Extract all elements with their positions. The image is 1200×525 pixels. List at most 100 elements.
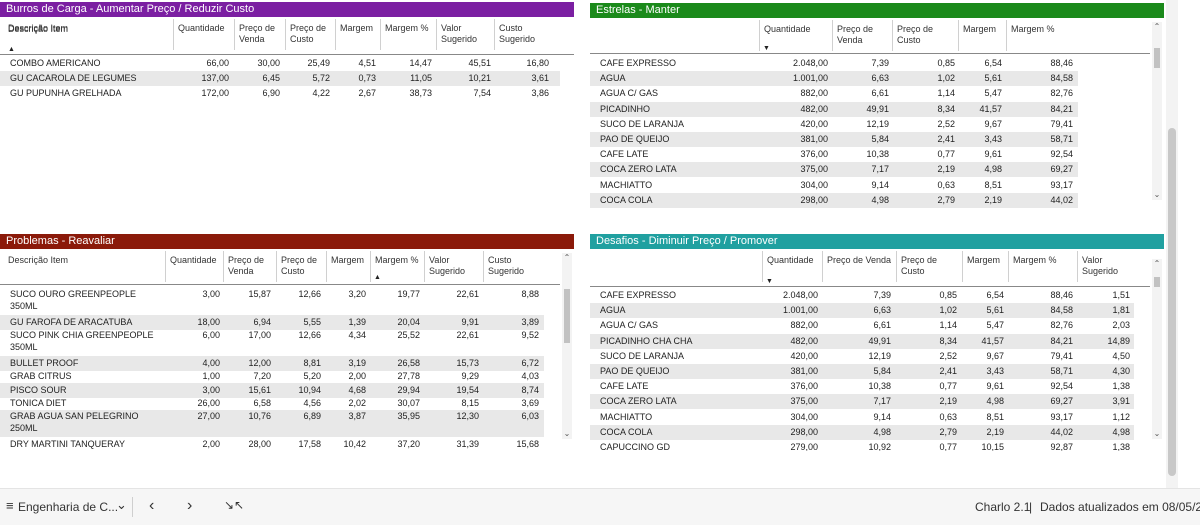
cell-quantidade: 482,00 [790, 335, 818, 346]
scroll-up-icon[interactable]: ⌃ [1153, 22, 1161, 31]
table-row[interactable]: GRAB AGUA SAN PELEGRINO 250ML 27,00 10,76 6… [0, 410, 544, 437]
cell-margem: 41,57 [979, 103, 1002, 114]
table-row[interactable]: BULLET PROOF 4,00 12,00 8,81 3,19 26,58 15,73 6… [0, 355, 544, 371]
table-row[interactable]: TONICA DIET 26,00 6,58 4,56 2,02 30,07 8,15 3,6… [0, 396, 544, 411]
cell-descricao: TONICA DIET [10, 398, 67, 409]
cell-margem: 41,57 [981, 335, 1004, 346]
scroll-down-icon[interactable]: ⌄ [1153, 429, 1161, 438]
cell-quantidade: 279,00 [790, 442, 818, 451]
header-col-valor-sugerido[interactable]: Valor Sugerido [436, 19, 492, 50]
header-col-preco-custo[interactable]: Preço de Custo [285, 19, 333, 50]
table-row[interactable]: PICADINHO CHA CHA 482,00 49,91 8,34 41,57 84,… [590, 333, 1134, 349]
header-col-margem-pct[interactable]: Margem % [370, 251, 424, 282]
sort-ascending-icon[interactable]: ▲ [374, 274, 381, 281]
next-page-icon[interactable]: › [187, 497, 193, 514]
header-col-valor-sugerido[interactable]: Valor Sugerido [424, 251, 480, 282]
header-col-quantidade[interactable]: Quantidade [165, 251, 223, 282]
table-row[interactable]: CAPUCCINO GD 279,00 10,92 0,77 10,15 92,87 1,3… [590, 440, 1134, 451]
chevron-down-icon[interactable]: ⌄ [116, 497, 127, 512]
scroll-down-icon[interactable]: ⌄ [1153, 190, 1161, 199]
header-col-margem[interactable]: Margem [958, 20, 1002, 51]
cell-valor-sugerido: 10,21 [468, 73, 491, 83]
header-col-descricao[interactable]: Descrição Item [8, 255, 69, 265]
header-col-quantidade[interactable]: Quantidade [173, 19, 233, 50]
vertical-scrollbar[interactable]: ⌃ ⌄ [1152, 22, 1162, 200]
cell-descricao: SUCO OURO GREENPEOPLE 350ML [10, 289, 137, 311]
header-col-descricao[interactable]: Descrição Item [8, 24, 69, 34]
table-row[interactable]: SUCO DE LARANJA 420,00 12,19 2,52 9,67 79,41 [590, 117, 1078, 132]
header-col-margem-pct[interactable]: Margem % [1008, 251, 1076, 282]
panel-desafios: Desafios - Diminuir Preço / Promover Des… [590, 234, 1164, 456]
table-row[interactable]: GRAB CITRUS 1,00 7,20 5,20 2,00 27,78 9,29 4,03 [0, 369, 544, 384]
header-col-preco-venda[interactable]: Preço de Venda [223, 251, 275, 282]
table-row[interactable]: AGUA 1.001,00 6,63 1,02 5,61 84,58 1,81 [590, 303, 1134, 319]
table-row[interactable]: GU CACAROLA DE LEGUMES 137,00 6,45 5,72 0,73… [0, 71, 560, 86]
sort-ascending-icon[interactable]: ▲ [8, 46, 15, 53]
header-col-custo-sugerido[interactable]: Custo Sugerido [494, 19, 550, 50]
cell-quantidade: 882,00 [790, 320, 818, 331]
table-row[interactable]: COCA COLA 298,00 4,98 2,79 2,19 44,02 [590, 192, 1078, 208]
scroll-up-icon[interactable]: ⌃ [1153, 259, 1161, 268]
sort-descending-icon[interactable]: ▼ [766, 278, 773, 285]
scroll-up-icon[interactable]: ⌃ [563, 253, 571, 262]
table-row[interactable]: AGUA C/ GAS 882,00 6,61 1,14 5,47 82,76 2,03 [590, 318, 1134, 333]
table-row[interactable]: SUCO DE LARANJA 420,00 12,19 2,52 9,67 79,41 4… [590, 349, 1134, 364]
table-row[interactable]: AGUA C/ GAS 882,00 6,61 1,14 5,47 82,76 [590, 86, 1078, 101]
table-row[interactable]: GU FAROFA DE ARACATUBA 18,00 6,94 5,55 1,39 2… [0, 315, 544, 330]
table-row[interactable]: COCA COLA 298,00 4,98 2,79 2,19 44,02 4,98 [590, 424, 1134, 440]
table-row[interactable]: AGUA 1.001,00 6,63 1,02 5,61 84,58 [590, 71, 1078, 87]
header-col-margem-pct[interactable]: Margem % [380, 19, 434, 50]
table-row[interactable]: PAO DE QUEIJO 381,00 5,84 2,41 3,43 58,71 4,30 [590, 364, 1134, 379]
scroll-thumb[interactable] [1154, 48, 1160, 68]
table-row[interactable]: PICADINHO 482,00 49,91 8,34 41,57 84,21 [590, 101, 1078, 117]
header-col-valor-sugerido[interactable]: Valor Sugerido [1077, 251, 1137, 282]
cell-margem-pct: 44,02 [1050, 426, 1073, 437]
previous-page-icon[interactable]: ‹ [149, 497, 155, 514]
table-row[interactable]: COCA ZERO LATA 375,00 7,17 2,19 4,98 69,27 [590, 162, 1078, 178]
table-row[interactable]: PAO DE QUEIJO 381,00 5,84 2,41 3,43 58,71 [590, 132, 1078, 147]
cell-margem: 3,43 [984, 134, 1002, 144]
cell-margem-pct: 69,27 [1050, 396, 1073, 407]
scroll-thumb[interactable] [1154, 277, 1160, 287]
vertical-scrollbar[interactable]: ⌃ ⌄ [562, 253, 572, 439]
page-selector[interactable]: Engenharia de C... [18, 500, 119, 514]
table-row[interactable]: CAFE LATE 376,00 10,38 0,77 9,61 92,54 [590, 147, 1078, 162]
scroll-down-icon[interactable]: ⌄ [563, 429, 571, 438]
sort-descending-icon[interactable]: ▼ [763, 45, 770, 52]
exit-fullscreen-icon[interactable]: ↘↖ [224, 498, 245, 512]
table-row[interactable]: PISCO SOUR 3,00 15,61 10,94 4,68 29,94 19,54 8,… [0, 382, 544, 398]
table-row[interactable]: MACHIATTO 304,00 9,14 0,63 8,51 93,17 [590, 178, 1078, 193]
scroll-thumb[interactable] [564, 289, 570, 343]
header-col-margem[interactable]: Margem [335, 19, 379, 50]
header-col-margem[interactable]: Margem [962, 251, 1006, 282]
header-col-preco-venda[interactable]: Preço de Venda [234, 19, 284, 50]
header-col-preco-venda[interactable]: Preço de Venda [832, 20, 888, 51]
pages-menu-icon[interactable]: ≡ [6, 498, 14, 513]
table-row[interactable]: GU PUPUNHA GRELHADA 172,00 6,90 4,22 2,67 38,… [0, 86, 560, 101]
page-scrollbar-thumb[interactable] [1168, 128, 1176, 476]
table-row[interactable]: COCA ZERO LATA 375,00 7,17 2,19 4,98 69,27 3,9… [590, 394, 1134, 410]
page-scrollbar[interactable] [1166, 0, 1178, 488]
header-col-preco-custo[interactable]: Preço de Custo [276, 251, 326, 282]
header-col-margem[interactable]: Margem [326, 251, 370, 282]
table-row[interactable]: CAFE LATE 376,00 10,38 0,77 9,61 92,54 1,38 [590, 379, 1134, 394]
table-row[interactable]: SUCO OURO GREENPEOPLE 350ML 3,00 15,87 12,6… [0, 288, 544, 315]
header-col-descricao[interactable]: Descrição Item [8, 23, 69, 33]
cell-custo-sugerido: 6,72 [521, 357, 539, 368]
cell-preco-venda: 7,17 [873, 396, 891, 407]
table-row[interactable]: DRY MARTINI TANQUERAY 2,00 28,00 17,58 10,42… [0, 437, 544, 451]
header-col-preco-custo[interactable]: Preço de Custo [892, 20, 954, 51]
table-row[interactable]: SUCO PINK CHIA GREENPEOPLE 350ML 6,00 17,0… [0, 329, 544, 356]
header-col-quantidade[interactable]: Quantidade [759, 20, 829, 51]
table-row[interactable]: COMBO AMERICANO 66,00 30,00 25,49 4,51 14,47 4… [0, 56, 560, 71]
header-col-quantidade[interactable]: Quantidade [762, 251, 818, 282]
table-row[interactable]: MACHIATTO 304,00 9,14 0,63 8,51 93,17 1,12 [590, 410, 1134, 425]
table-row[interactable]: CAFE EXPRESSO 2.048,00 7,39 0,85 6,54 88,46 [590, 56, 1078, 71]
header-col-preco-venda[interactable]: Preço de Venda [822, 251, 892, 282]
table-row[interactable]: CAFE EXPRESSO 2.048,00 7,39 0,85 6,54 88,46 1,… [590, 288, 1134, 303]
cell-descricao: MACHIATTO [600, 179, 653, 190]
header-col-margem-pct[interactable]: Margem % [1006, 20, 1076, 51]
vertical-scrollbar[interactable]: ⌃ ⌄ [1152, 259, 1162, 439]
header-col-preco-custo[interactable]: Preço de Custo [896, 251, 958, 282]
header-col-custo-sugerido[interactable]: Custo Sugerido [483, 251, 539, 282]
